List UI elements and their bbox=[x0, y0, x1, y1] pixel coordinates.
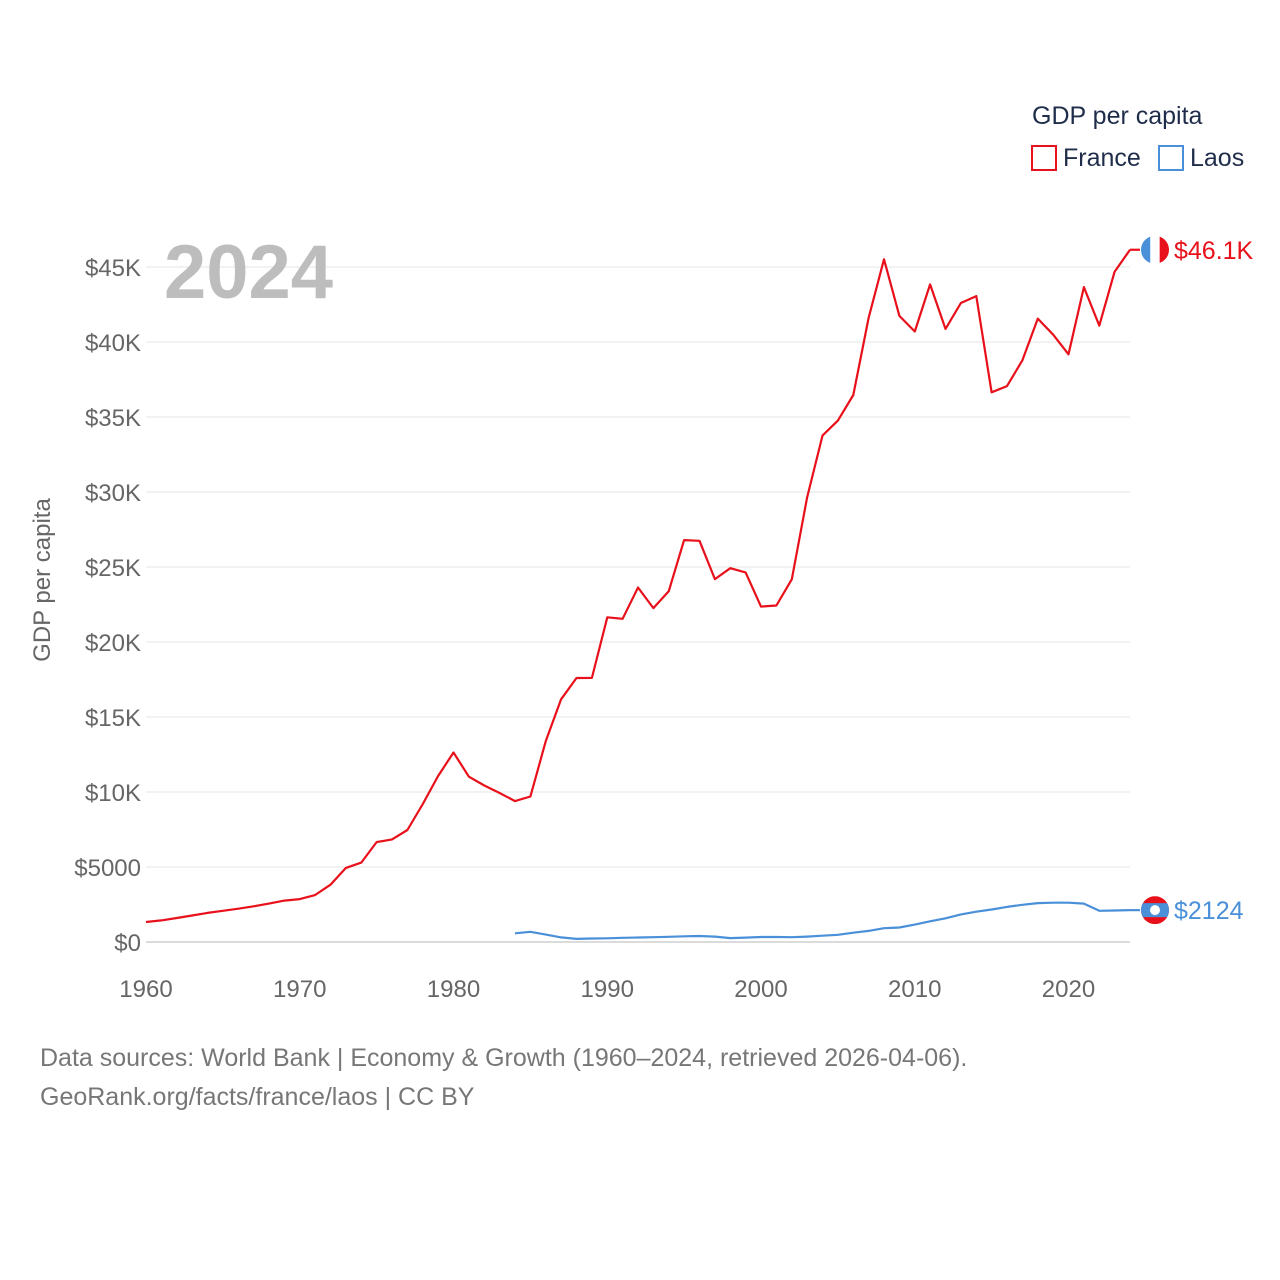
y-tick-label: $40K bbox=[85, 330, 141, 357]
y-tick-label: $30K bbox=[85, 480, 141, 507]
y-tick-label: $15K bbox=[85, 705, 141, 732]
y-tick-label: $25K bbox=[85, 555, 141, 582]
end-label-laos: $2124 bbox=[1174, 897, 1244, 925]
x-tick-label: 1960 bbox=[119, 976, 172, 1003]
x-tick-label: 2010 bbox=[888, 976, 941, 1003]
y-tick-label: $35K bbox=[85, 405, 141, 432]
legend: GDP per capita France Laos bbox=[1031, 102, 1244, 172]
y-tick-label: $20K bbox=[85, 630, 141, 657]
y-tick-label: $10K bbox=[85, 780, 141, 807]
series-line-france[interactable] bbox=[145, 249, 1131, 924]
x-tick-label: 2000 bbox=[734, 976, 787, 1003]
x-axis-ticks: 1960 1970 1980 1990 2000 2010 2020 bbox=[119, 976, 1095, 1003]
y-axis-title: GDP per capita bbox=[29, 498, 56, 662]
y-axis-ticks: $0 $5000 $10K $15K $20K $25K $30K $35K $40K $45K bbox=[74, 255, 141, 957]
legend-swatch-france[interactable] bbox=[1031, 145, 1057, 171]
end-label-france: $46.1K bbox=[1174, 237, 1254, 265]
legend-swatch-laos[interactable] bbox=[1158, 145, 1184, 171]
x-tick-label: 2020 bbox=[1042, 976, 1095, 1003]
grid-lines bbox=[146, 266, 1130, 943]
source-line-1: Data sources: World Bank | Economy & Gro… bbox=[40, 1044, 968, 1072]
france-flag-icon bbox=[1141, 235, 1169, 264]
series-end-markers: $46.1K $2124 bbox=[1141, 235, 1254, 925]
series-line-laos[interactable] bbox=[514, 901, 1131, 941]
y-tick-label: $5000 bbox=[74, 855, 141, 882]
series-lines bbox=[145, 248, 1140, 941]
y-tick-label: $0 bbox=[114, 930, 141, 957]
x-tick-label: 1990 bbox=[581, 976, 634, 1003]
y-tick-label: $45K bbox=[85, 255, 141, 282]
legend-title: GDP per capita bbox=[1032, 102, 1203, 130]
x-tick-label: 1970 bbox=[273, 976, 326, 1003]
source-line-2[interactable]: GeoRank.org/facts/france/laos | CC BY bbox=[40, 1083, 475, 1111]
laos-flag-icon bbox=[1141, 896, 1169, 925]
legend-label-france[interactable]: France bbox=[1063, 144, 1141, 172]
legend-label-laos[interactable]: Laos bbox=[1190, 144, 1244, 172]
x-tick-label: 1980 bbox=[427, 976, 480, 1003]
year-label: 2024 bbox=[164, 230, 333, 315]
